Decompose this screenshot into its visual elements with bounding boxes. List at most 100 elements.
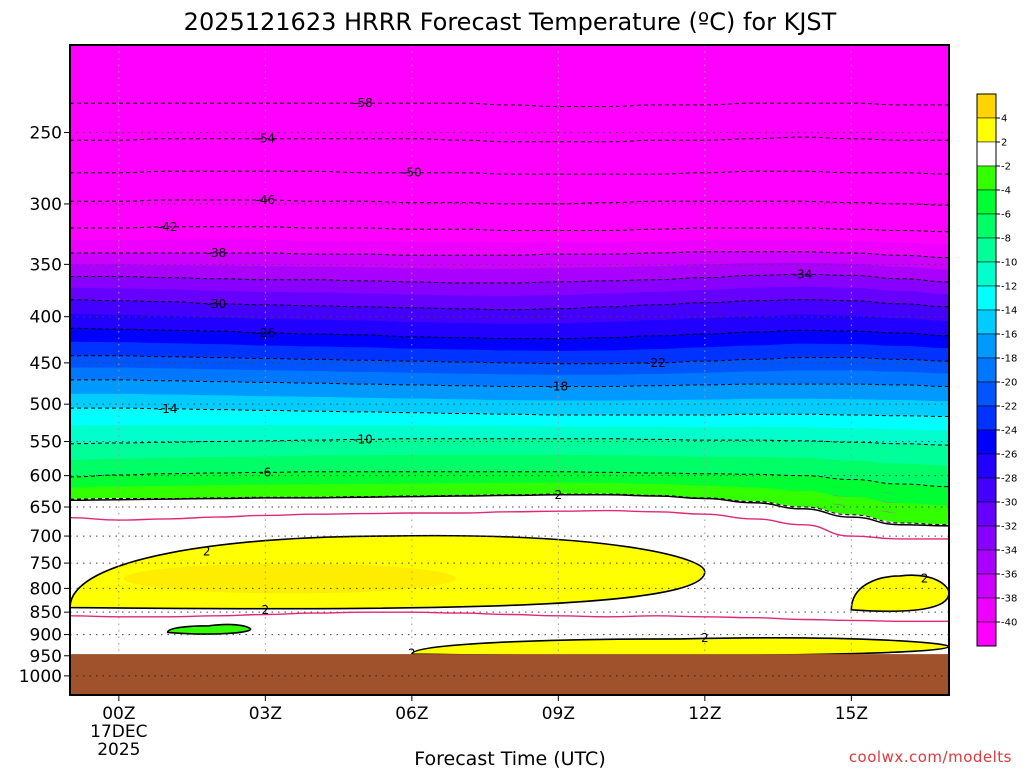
ground-fill	[70, 654, 949, 695]
colorbar-swatch	[976, 285, 997, 311]
colorbar-swatch	[976, 93, 997, 119]
colorbar-tick-label: -22	[1001, 402, 1017, 413]
x-tick-sublabel: 2025	[97, 740, 140, 760]
colorbar-tick-label: -40	[1001, 618, 1017, 629]
warm-core	[123, 563, 456, 594]
y-tick-label: 600	[30, 467, 62, 487]
contour-label: 2	[408, 646, 416, 660]
y-tick-label: 800	[30, 579, 62, 599]
grid	[70, 45, 949, 695]
temperature-band	[70, 313, 949, 332]
temperature-band	[70, 306, 949, 325]
y-tick-label: 850	[30, 603, 62, 623]
colorbar-tick-label: -30	[1001, 498, 1017, 509]
x-tick-label: 09Z	[542, 704, 575, 724]
colorbar-swatch	[976, 453, 997, 479]
contour-label: -22	[646, 356, 666, 370]
colorbar-swatch	[976, 309, 997, 335]
x-tick-label: 15Z	[835, 704, 868, 724]
colorbar-tick-label: -6	[1001, 210, 1011, 221]
contour-label: 2	[555, 488, 563, 502]
colorbar-tick-label: 4	[1001, 114, 1007, 125]
x-tick-label: 00Z	[102, 704, 135, 724]
contour-label: -46	[256, 193, 276, 207]
y-tick-label: 750	[30, 554, 62, 574]
x-tick-label: 03Z	[249, 704, 282, 724]
colorbar-swatch	[976, 141, 997, 167]
colorbar-tick-label: -12	[1001, 282, 1017, 293]
colorbar-frame	[976, 93, 997, 647]
temperature-band	[70, 482, 949, 516]
x-tick-label: 12Z	[688, 704, 721, 724]
contour-label: 2	[262, 603, 270, 617]
contour-label: -26	[256, 326, 276, 340]
contour-label: -6	[259, 465, 271, 479]
y-axis: 250 300 350 400 450 500 550 600 650 700 750 800 850 9…	[19, 123, 70, 687]
y-tick-label: 500	[30, 395, 62, 415]
contour-line	[70, 494, 949, 527]
colorbar-tick-label: -14	[1001, 306, 1017, 317]
contour-label: 2	[921, 571, 929, 585]
ground-layer	[70, 654, 949, 695]
colorbar-swatch	[976, 525, 997, 551]
colorbar-tick-label: -16	[1001, 330, 1017, 341]
isotherm-contours: -58 -54 -50 -46 -42 -38 -34 -30 -26 -22 -18 -14 -10 -…	[70, 96, 949, 660]
x-tick-label: 06Z	[395, 704, 428, 724]
contour-label: -50	[402, 166, 422, 180]
contour-label: -10	[353, 432, 373, 446]
colorbar-tick-label: -2	[1001, 162, 1011, 173]
colorbar-tick-label: -34	[1001, 546, 1017, 557]
colorbar-tick-label: -32	[1001, 522, 1017, 533]
colorbar-tick-label: -28	[1001, 474, 1017, 485]
contour-label: -58	[353, 96, 373, 110]
feature-warm-patch-above-2c	[850, 574, 949, 613]
temperature-band	[70, 245, 949, 258]
colorbar-swatch	[976, 261, 997, 287]
temperature-band	[70, 361, 949, 376]
contour-label: -42	[158, 220, 178, 234]
colorbar-swatch	[976, 381, 997, 407]
colorbar-swatch	[976, 477, 997, 503]
y-tick-label: 300	[30, 195, 62, 215]
colorbar-tick-label: -20	[1001, 378, 1017, 389]
colorbar-tick-label: -24	[1001, 426, 1017, 437]
temperature-band	[70, 239, 949, 252]
y-tick-label: 350	[30, 255, 62, 275]
y-tick-label: 450	[30, 354, 62, 374]
colorbar-swatch	[976, 405, 997, 431]
y-tick-label: 900	[30, 626, 62, 646]
contour-label: 2	[203, 544, 211, 558]
y-tick-label: 250	[30, 123, 62, 143]
contour-label: 2	[701, 631, 709, 645]
credit-text[interactable]: coolwx.com/modelts	[849, 748, 1012, 766]
temperature-band	[70, 292, 949, 311]
feature-cold-pocket-below-2c	[166, 623, 252, 635]
colorbar-tick-label: -36	[1001, 570, 1017, 581]
contour-label: -14	[158, 402, 178, 416]
temperature-band	[70, 400, 949, 417]
colorbar-tick-label: -18	[1001, 354, 1017, 365]
colorbar-swatch	[976, 189, 997, 215]
x-tick-sublabel: 17DEC	[90, 722, 147, 742]
y-tick-label: 400	[30, 308, 62, 328]
contour-label: -54	[256, 132, 276, 146]
contour-label: -38	[207, 246, 227, 260]
colorbar-swatch	[976, 573, 997, 599]
temperature-band	[70, 425, 949, 439]
temperature-band	[70, 233, 949, 245]
colorbar-tick-label: -4	[1001, 186, 1011, 197]
y-tick-label: 950	[30, 647, 62, 667]
temperature-band	[70, 373, 949, 387]
contour-label: -30	[207, 297, 227, 311]
colorbar-swatch	[976, 621, 997, 647]
colorbar-tick-label: -26	[1001, 450, 1017, 461]
temperature-band	[70, 367, 949, 382]
colorbar-swatch	[976, 165, 997, 191]
colorbar-swatch	[976, 549, 997, 575]
contour-label: -34	[793, 267, 813, 281]
temperature-band	[70, 386, 949, 402]
colorbar: 4 2 -2 -4 -6 -8 -10 -12 -14 -16 -18 -20 -22 -24 -26 -28…	[976, 93, 1017, 647]
colorbar-swatch	[976, 117, 997, 143]
